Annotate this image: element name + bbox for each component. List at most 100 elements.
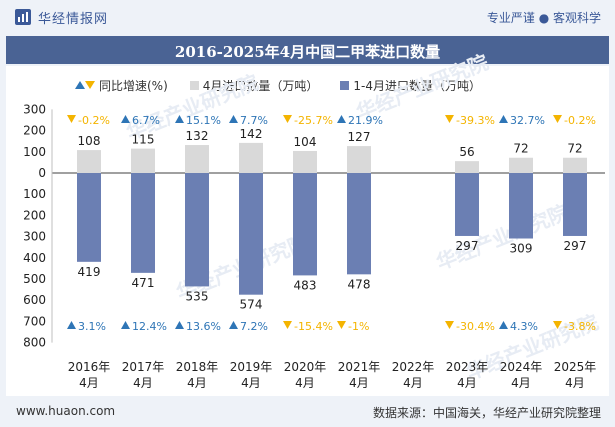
april-bar (77, 150, 101, 173)
april-bar (293, 150, 317, 173)
april-growth-label: -0.2% (564, 114, 596, 127)
up-triangle-icon (75, 81, 85, 89)
x-tick-label: 4月 (403, 376, 423, 390)
down-triangle-icon (283, 321, 292, 329)
cumulative-growth-label: -15.4% (294, 320, 333, 333)
cumulative-data-label: 574 (240, 298, 263, 312)
x-tick-label: 4月 (241, 376, 261, 390)
cumulative-growth-label: 4.3% (510, 320, 538, 333)
cumulative-data-label: 471 (132, 276, 155, 290)
watermark-text: 华经产业研究院 (433, 200, 572, 275)
up-triangle-icon (229, 321, 238, 329)
cumulative-growth-label: -3.8% (564, 320, 596, 333)
up-triangle-icon (121, 115, 130, 123)
x-tick-label: 4月 (457, 376, 477, 390)
april-data-label: 127 (348, 130, 371, 144)
cumulative-data-label: 478 (348, 277, 371, 291)
down-triangle-icon (553, 321, 562, 329)
cumulative-growth-label: 3.1% (78, 320, 106, 333)
cumulative-data-label: 297 (456, 239, 479, 253)
up-triangle-icon (229, 115, 238, 123)
top-bar: 华经情报网 专业严谨 ● 客观科学 (0, 0, 615, 34)
cumulative-bar (77, 173, 101, 262)
april-growth-label: 15.1% (186, 114, 221, 127)
april-bar (455, 161, 479, 173)
down-triangle-icon (445, 321, 454, 329)
data-source: 数据来源：中国海关，华经产业研究院整理 (372, 406, 601, 420)
cumulative-growth-label: -1% (348, 320, 369, 333)
cumulative-growth-label: -30.4% (456, 320, 495, 333)
legend-april-swatch (189, 80, 199, 90)
up-triangle-icon (175, 115, 184, 123)
y-tick-label: 0 (38, 166, 46, 180)
april-bar (239, 142, 263, 173)
down-triangle-icon (445, 115, 454, 123)
x-tick-label: 2024年 (500, 360, 543, 374)
y-tick-label: 100 (23, 187, 46, 201)
legend-cumulative-label: 1-4月进口数量（万吨） (353, 78, 482, 93)
up-triangle-icon (121, 321, 130, 329)
april-bar (185, 145, 209, 173)
y-tick-label: 200 (23, 124, 46, 138)
x-tick-label: 2023年 (446, 360, 489, 374)
april-bar (131, 148, 155, 173)
x-tick-label: 2020年 (284, 360, 327, 374)
legend-growth-label: 同比增速(%) (99, 78, 168, 93)
cumulative-bar (239, 173, 263, 295)
x-tick-label: 2025年 (554, 360, 597, 374)
cumulative-bar (509, 173, 533, 239)
x-tick-label: 2019年 (230, 360, 273, 374)
april-growth-label: 7.7% (240, 114, 268, 127)
april-data-label: 72 (513, 142, 528, 156)
chart-title: 2016-2025年4月中国二甲苯进口数量 (174, 43, 441, 61)
y-tick-label: 100 (23, 145, 46, 159)
y-tick-label: 200 (23, 208, 46, 222)
april-growth-label: -39.3% (456, 114, 495, 127)
up-triangle-icon (337, 115, 346, 123)
cumulative-growth-label: 12.4% (132, 320, 167, 333)
up-triangle-icon (499, 115, 508, 123)
x-tick-label: 4月 (187, 376, 207, 390)
cumulative-data-label: 419 (78, 265, 101, 279)
x-tick-label: 2016年 (68, 360, 111, 374)
footer: www.huaon.com 数据来源：中国海关，华经产业研究院整理 (0, 398, 615, 427)
up-triangle-icon (175, 321, 184, 329)
x-tick-label: 4月 (79, 376, 99, 390)
x-tick-label: 2017年 (122, 360, 165, 374)
april-growth-label: 6.7% (132, 114, 160, 127)
april-growth-label: -25.7% (294, 114, 333, 127)
legend-cumulative-swatch (340, 80, 350, 90)
legend-growth: 同比增速(%) (75, 77, 168, 94)
x-tick-label: 4月 (565, 376, 585, 390)
april-bar (509, 157, 533, 173)
cumulative-data-label: 309 (510, 242, 533, 256)
cumulative-growth-label: 7.2% (240, 320, 268, 333)
x-tick-label: 4月 (511, 376, 531, 390)
cumulative-bar (293, 173, 317, 276)
logo-icon (15, 9, 31, 25)
y-tick-label: 400 (23, 251, 46, 265)
down-triangle-icon (553, 115, 562, 123)
x-tick-label: 4月 (295, 376, 315, 390)
cumulative-data-label: 297 (564, 239, 587, 253)
cumulative-bar (131, 173, 155, 273)
april-data-label: 115 (132, 133, 155, 147)
down-triangle-icon (337, 321, 346, 329)
april-bar (347, 146, 371, 173)
april-data-label: 132 (186, 129, 209, 143)
cumulative-bar (563, 173, 587, 236)
april-growth-label: 32.7% (510, 114, 545, 127)
legend-cumulative: 1-4月进口数量（万吨） (340, 77, 481, 94)
april-data-label: 56 (459, 145, 474, 159)
up-triangle-icon (499, 321, 508, 329)
down-triangle-icon (85, 81, 95, 89)
cumulative-data-label: 535 (186, 289, 209, 303)
legend-april-label: 4月进口数量（万吨） (202, 78, 319, 93)
y-tick-label: 300 (23, 230, 46, 244)
site-url: www.huaon.com (16, 404, 116, 418)
x-tick-label: 2018年 (176, 360, 219, 374)
y-tick-label: 700 (23, 314, 46, 328)
cumulative-bar (347, 173, 371, 275)
x-tick-label: 4月 (133, 376, 153, 390)
